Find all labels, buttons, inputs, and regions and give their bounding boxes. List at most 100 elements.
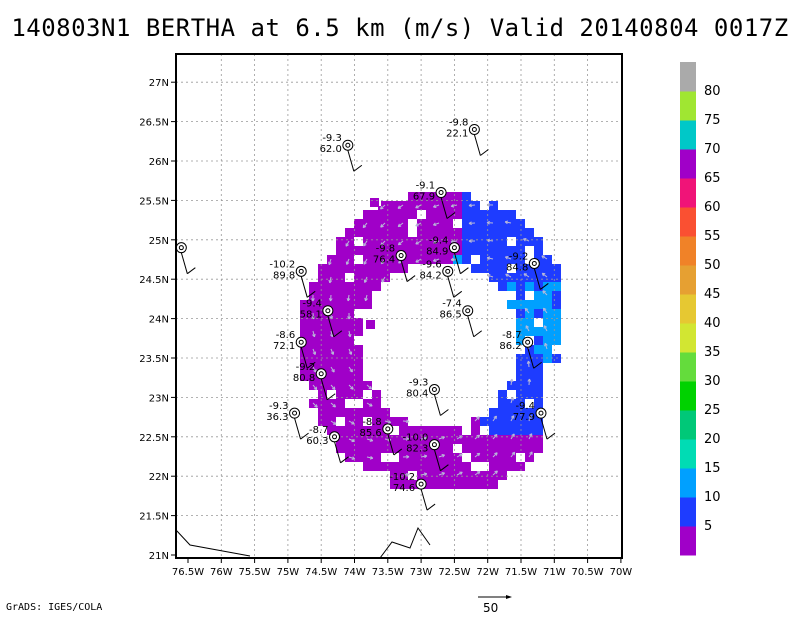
y-axis-ticks: 21N 21.5N 22N 22.5N 23N 23.5N 24N 24.5N 25N 25.5N…	[139, 78, 176, 562]
station-marker: -9.477.9	[513, 401, 556, 440]
station-marker: -9.284.8	[506, 251, 549, 290]
station-bottom-value: 84.8	[506, 262, 528, 273]
station-bottom-value: 80.8	[293, 373, 315, 384]
station-top-value: -8.8	[362, 417, 382, 428]
y-tick-label: 24N	[149, 315, 169, 326]
y-tick-label: 23N	[149, 393, 169, 404]
colorbar-label: 70	[704, 142, 721, 157]
colorbar: 5 10 15 20 25 30 35 40 45 50 55 60 65 70 75 80	[680, 62, 721, 556]
station-bottom-value: 36.3	[266, 412, 288, 423]
y-tick-label: 24.5N	[139, 275, 169, 286]
plot-frame	[175, 53, 623, 559]
colorbar-label: 50	[704, 258, 721, 273]
colorbar-label: 5	[704, 519, 712, 534]
x-tick-label: 74.5W	[305, 567, 337, 578]
colorbar-label: 75	[704, 113, 721, 128]
station-top-value: -7.4	[442, 299, 462, 310]
station-marker: -9.458.1	[300, 299, 343, 338]
colorbar-swatch	[680, 352, 696, 382]
station-top-value: -8.6	[276, 330, 296, 341]
station-bottom-value: 76.4	[373, 255, 395, 266]
station-markers: -9.362.0-9.822.1-9.167.9-9.876.4-10.289.…	[175, 117, 556, 511]
station-bottom-value: 82.3	[406, 444, 428, 455]
station-marker: -9.280.8	[293, 362, 336, 401]
station-bottom-value: 77.9	[513, 412, 535, 423]
colorbar-label: 25	[704, 403, 721, 418]
station-bottom-value: 67.9	[413, 192, 435, 203]
x-axis-ticks: 76.5W 76W 75.5W 75W 74.5W 74W 73.5W 73W 72.5W 72W…	[172, 558, 632, 578]
y-tick-label: 21.5N	[139, 512, 169, 523]
station-marker: -10.082.3	[403, 433, 449, 472]
colorbar-label: 30	[704, 374, 721, 389]
station-marker: -9.167.9	[413, 181, 456, 219]
x-tick-label: 76W	[210, 567, 233, 578]
colorbar-swatch	[680, 294, 696, 324]
station-marker: -9.876.4	[373, 244, 416, 282]
colorbar-label: 35	[704, 345, 721, 360]
station-marker: -8.786.2	[499, 330, 542, 369]
station-marker: -9.362.0	[320, 133, 363, 172]
colorbar-swatch	[680, 468, 696, 498]
y-tick-label: 26.5N	[139, 118, 169, 129]
grads-credit: GrADS: IGES/COLA	[6, 602, 103, 613]
station-top-value: -10.2	[389, 472, 415, 483]
station-top-value: -9.2	[509, 251, 529, 262]
grid-lines	[176, 54, 622, 558]
station-bottom-value: 84.9	[426, 247, 448, 258]
colorbar-label: 65	[704, 171, 721, 186]
colorbar-swatch	[680, 439, 696, 469]
wind-speed-cells	[300, 192, 561, 489]
station-bottom-value: 72.1	[273, 341, 295, 352]
station-marker: -9.684.2	[419, 259, 463, 298]
station-marker: -10.274.6	[389, 472, 436, 511]
station-marker: -10.289.8	[269, 259, 316, 298]
reference-vector	[478, 595, 512, 599]
station-marker: -9.380.4	[406, 378, 449, 416]
station-top-value: -9.3	[322, 133, 342, 144]
colorbar-swatch	[680, 91, 696, 121]
colorbar-label: 10	[704, 490, 721, 505]
colorbar-label: 60	[704, 200, 721, 215]
x-tick-label: 70.5W	[572, 567, 604, 578]
station-bottom-value: 58.1	[300, 310, 322, 321]
y-tick-label: 27N	[149, 78, 169, 89]
colorbar-swatch	[680, 120, 696, 150]
x-tick-label: 72W	[476, 567, 499, 578]
colorbar-label: 45	[704, 287, 721, 302]
x-tick-label: 71.5W	[505, 567, 537, 578]
x-tick-label: 73W	[410, 567, 433, 578]
station-marker: -8.672.1	[273, 330, 316, 369]
station-top-value: -9.6	[422, 259, 442, 270]
station-top-value: -9.8	[449, 117, 469, 128]
colorbar-swatch	[680, 265, 696, 295]
colorbar-label: 40	[704, 316, 721, 331]
station-top-value: -9.4	[302, 299, 322, 310]
station-top-value: -9.2	[296, 362, 316, 373]
x-tick-label: 75W	[277, 567, 300, 578]
station-top-value: -9.3	[269, 401, 289, 412]
station-marker: -8.885.6	[360, 417, 403, 456]
x-tick-label: 72.5W	[438, 567, 470, 578]
x-tick-label: 75.5W	[239, 567, 271, 578]
colorbar-swatch	[680, 381, 696, 411]
station-bottom-value: 84.2	[419, 270, 441, 281]
reference-vector-label: 50	[483, 601, 499, 615]
x-tick-label: 76.5W	[172, 567, 204, 578]
colorbar-label: 20	[704, 432, 721, 447]
y-tick-label: 22N	[149, 472, 169, 483]
colorbar-swatch	[680, 497, 696, 527]
colorbar-swatch	[680, 62, 696, 92]
station-bottom-value: 80.4	[406, 389, 428, 400]
station-top-value: -9.4	[429, 236, 449, 247]
y-tick-label: 22.5N	[139, 433, 169, 444]
colorbar-swatch	[680, 323, 696, 353]
x-tick-label: 70W	[610, 567, 633, 578]
colorbar-swatch	[680, 236, 696, 266]
station-bottom-value: 22.1	[446, 128, 468, 139]
station-bottom-value: 62.0	[320, 144, 342, 155]
y-tick-label: 25N	[149, 236, 169, 247]
station-top-value: -9.3	[409, 378, 429, 389]
colorbar-label: 55	[704, 229, 721, 244]
station-top-value: -9.8	[376, 244, 396, 255]
